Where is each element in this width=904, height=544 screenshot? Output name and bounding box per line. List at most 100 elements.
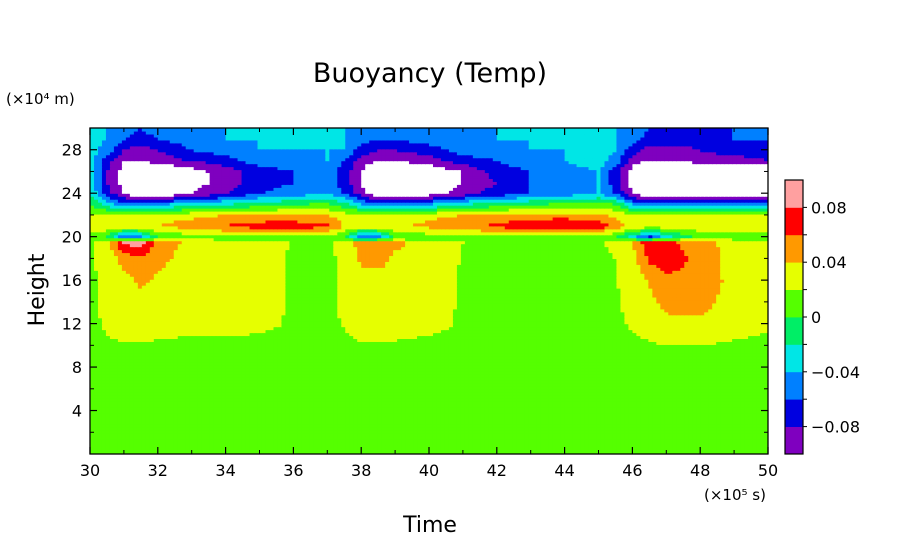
heatmap-cell: [325, 433, 330, 437]
heatmap-cell: [484, 442, 490, 446]
heatmap-cell: [221, 436, 227, 440]
heatmap-cell: [740, 439, 745, 443]
heatmap-cell: [417, 448, 422, 452]
heatmap-cell: [217, 445, 223, 449]
heatmap-cell: [528, 430, 534, 434]
heatmap-cell: [648, 430, 653, 434]
heatmap-cell: [145, 451, 151, 454]
heatmap-cell: [261, 451, 267, 454]
heatmap-cell: [708, 442, 713, 446]
heatmap-cell: [261, 436, 267, 440]
heatmap-cell: [648, 442, 653, 446]
heatmap-cell: [113, 451, 119, 454]
heatmap-cell: [568, 439, 574, 443]
heatmap-cell: [413, 430, 418, 434]
heatmap-cell: [740, 445, 745, 449]
heatmap-cell: [444, 445, 450, 449]
heatmap-cell: [229, 442, 235, 446]
heatmap-cell: [113, 439, 119, 443]
heatmap-cell: [393, 448, 398, 452]
heatmap-cell: [161, 451, 167, 454]
heatmap-cell: [604, 433, 610, 437]
heatmap-cell: [197, 436, 203, 440]
heatmap-cell: [225, 436, 231, 440]
heatmap-cell: [564, 445, 570, 449]
heatmap-cell: [385, 451, 390, 454]
heatmap-cell: [656, 445, 661, 449]
heatmap-cell: [760, 445, 765, 449]
heatmap-cell: [584, 430, 590, 434]
heatmap-cell: [293, 442, 298, 446]
heatmap-cell: [425, 442, 430, 446]
heatmap-cell: [604, 442, 610, 446]
heatmap-cell: [229, 448, 235, 452]
heatmap-cell: [644, 442, 649, 446]
heatmap-cell: [313, 439, 318, 443]
heatmap-cell: [289, 436, 294, 440]
heatmap-cell: [177, 436, 183, 440]
heatmap-cell: [177, 430, 183, 434]
heatmap-cell: [480, 436, 486, 440]
heatmap-cell: [620, 430, 626, 434]
heatmap-cell: [173, 451, 179, 454]
heatmap-cell: [544, 436, 550, 440]
heatmap-cell: [321, 442, 326, 446]
heatmap-cell: [436, 451, 442, 454]
heatmap-cell: [269, 439, 275, 443]
heatmap-cell: [552, 445, 558, 449]
heatmap-cell: [429, 439, 434, 443]
heatmap-cell: [672, 451, 677, 454]
heatmap-cell: [90, 433, 95, 437]
heatmap-cell: [217, 451, 223, 454]
heatmap-cell: [413, 445, 418, 449]
heatmap-cell: [676, 430, 681, 434]
heatmap-cell: [588, 442, 594, 446]
heatmap-cell: [712, 439, 717, 443]
heatmap-cell: [373, 439, 378, 443]
heatmap-cell: [165, 442, 171, 446]
heatmap-cell: [321, 436, 326, 440]
heatmap-cell: [413, 442, 418, 446]
heatmap-cell: [688, 445, 693, 449]
heatmap-cell: [369, 448, 374, 452]
heatmap-cell: [568, 445, 574, 449]
heatmap-cell: [249, 451, 255, 454]
heatmap-cell: [532, 430, 538, 434]
heatmap-cell: [197, 442, 203, 446]
heatmap-cell: [409, 448, 414, 452]
heatmap-cell: [197, 451, 203, 454]
heatmap-cell: [608, 436, 614, 440]
heatmap-cell: [760, 442, 765, 446]
heatmap-cell: [349, 439, 354, 443]
heatmap-cell: [333, 451, 338, 454]
heatmap-cell: [193, 451, 199, 454]
heatmap-cell: [213, 430, 219, 434]
heatmap-cell: [90, 436, 95, 440]
heatmap-cell: [664, 433, 669, 437]
heatmap-cell: [317, 451, 322, 454]
heatmap-cell: [165, 451, 171, 454]
heatmap-cell: [173, 448, 179, 452]
heatmap-cell: [448, 439, 454, 443]
heatmap-cell: [249, 436, 255, 440]
heatmap-cell: [524, 439, 530, 443]
heatmap-cell: [333, 445, 338, 449]
heatmap-cell: [189, 439, 195, 443]
heatmap-cell: [257, 448, 263, 452]
heatmap-cell: [333, 442, 338, 446]
heatmap-cell: [309, 451, 314, 454]
heatmap-cell: [644, 445, 649, 449]
heatmap-cell: [185, 430, 191, 434]
heatmap-cell: [468, 436, 474, 440]
heatmap-cell: [724, 439, 729, 443]
heatmap-cell: [508, 430, 514, 434]
heatmap-cell: [357, 451, 362, 454]
heatmap-cell: [137, 442, 143, 446]
heatmap-cell: [560, 430, 566, 434]
heatmap-cell: [624, 430, 630, 434]
heatmap-cell: [680, 433, 685, 437]
heatmap-cell: [269, 430, 275, 434]
heatmap-cell: [508, 439, 514, 443]
heatmap-cell: [233, 442, 239, 446]
heatmap-cell: [313, 433, 318, 437]
